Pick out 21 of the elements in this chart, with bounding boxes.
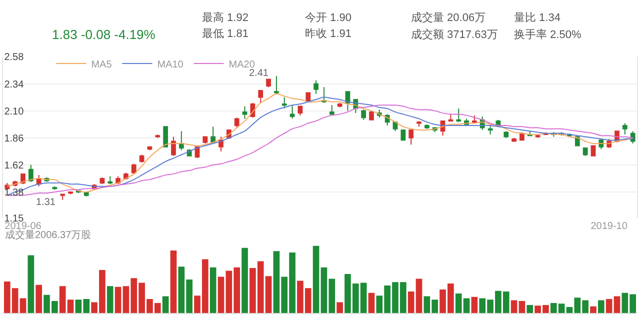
x-tick-label: 2019-10 [590, 220, 628, 232]
text: 成交量 20.06万 [411, 11, 486, 24]
annotation: 2.41 [249, 68, 269, 79]
text: 今开 1.90 [305, 12, 352, 24]
y-tick-label: 2.34 [4, 79, 24, 90]
legend-label: MA5 [91, 59, 112, 70]
y-tick-label: 2.10 [4, 106, 24, 118]
legend-label: MA20 [228, 59, 256, 70]
text: 成交额 3717.63万 [411, 28, 498, 41]
legend-label: MA10 [157, 59, 184, 70]
text: 1.83 -0.08 -4.19% [52, 27, 156, 42]
text: 最高 1.92 [202, 11, 248, 24]
text: 成交量2006.37万股 [5, 229, 92, 241]
text: 最低 1.81 [202, 28, 248, 40]
annotation: 1.31 [36, 197, 56, 208]
text: 换手率 2.50% [514, 28, 582, 41]
y-tick-label: 2.58 [4, 52, 24, 64]
y-tick-label: 1.86 [4, 133, 24, 144]
text: 量比 1.34 [514, 11, 560, 24]
text: 昨收 1.91 [305, 28, 352, 40]
y-tick-label: 1.62 [4, 160, 24, 172]
